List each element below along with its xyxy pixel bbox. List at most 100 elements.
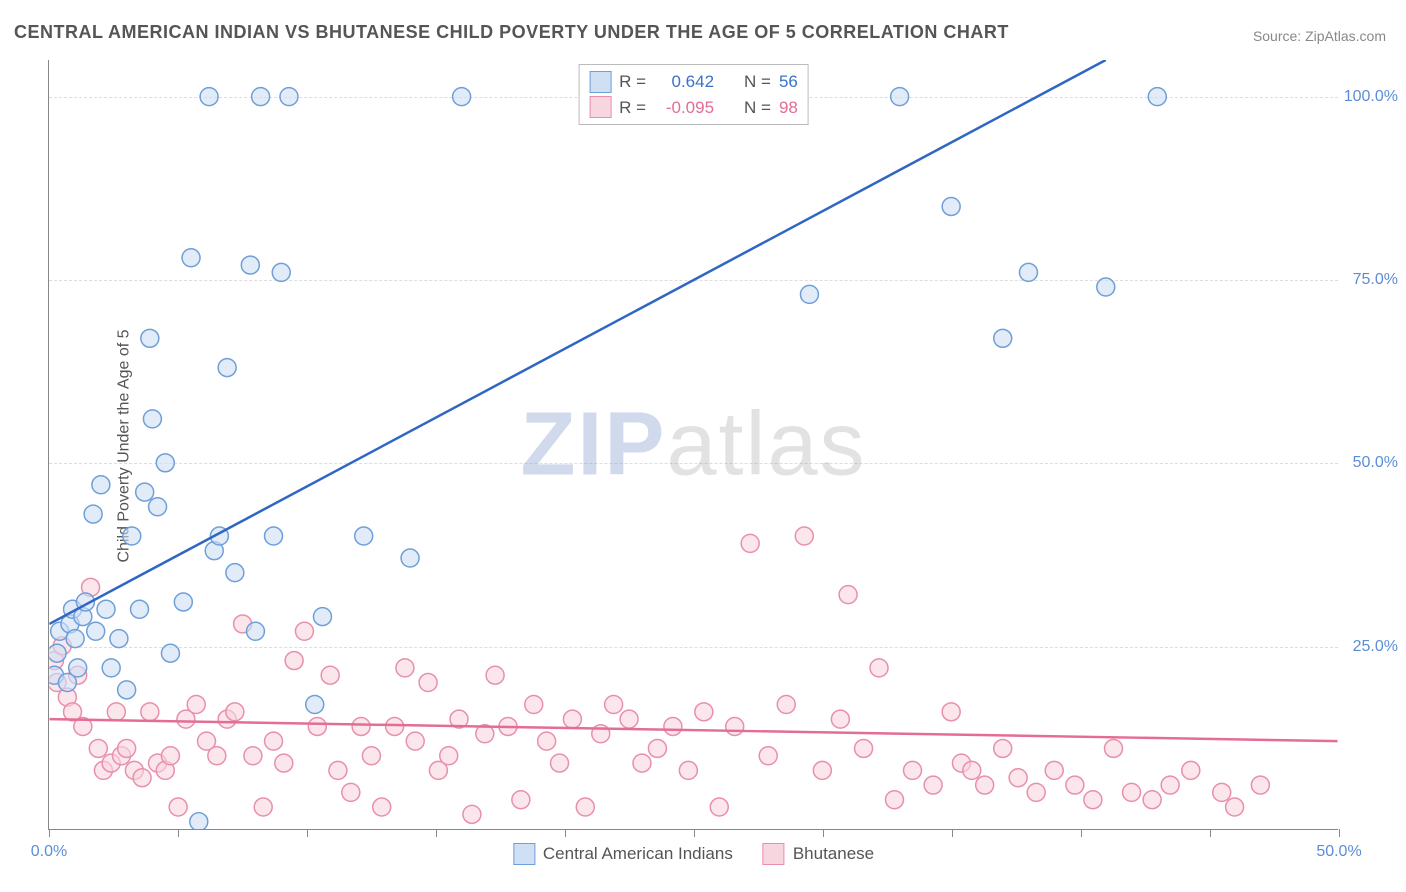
x-tick [178,829,179,837]
data-point [295,622,313,640]
data-point [149,498,167,516]
data-point [306,696,324,714]
data-point [131,600,149,618]
data-point [538,732,556,750]
source-link[interactable]: ZipAtlas.com [1305,28,1386,44]
x-tick-label: 0.0% [31,843,67,861]
x-tick [49,829,50,837]
data-point [342,783,360,801]
data-point [1066,776,1084,794]
data-point [963,761,981,779]
data-point [187,696,205,714]
data-point [813,761,831,779]
data-point [800,285,818,303]
series-legend: Central American Indians Bhutanese [513,843,874,865]
x-tick [436,829,437,837]
data-point [440,747,458,765]
n-label-0: N = [744,69,771,95]
legend-item-1: Bhutanese [763,843,874,865]
data-point [831,710,849,728]
data-point [795,527,813,545]
data-point [321,666,339,684]
source-attribution: Source: ZipAtlas.com [1253,28,1386,44]
data-point [182,249,200,267]
data-point [759,747,777,765]
data-point [97,600,115,618]
data-point [994,739,1012,757]
data-point [942,197,960,215]
x-tick [1210,829,1211,837]
data-point [870,659,888,677]
data-point [525,696,543,714]
data-point [141,703,159,721]
n-label-1: N = [744,95,771,121]
data-point [942,703,960,721]
data-point [118,739,136,757]
data-point [190,813,208,831]
data-point [84,505,102,523]
x-tick-label: 50.0% [1316,843,1361,861]
data-point [329,761,347,779]
data-point [695,703,713,721]
trend-line [49,60,1105,624]
data-point [89,739,107,757]
data-point [123,527,141,545]
n-value-0: 56 [779,69,798,95]
legend-label-0: Central American Indians [543,844,733,864]
data-point [136,483,154,501]
chart-plot-area: ZIPatlas R = 0.642 N = 56 R = -0.095 N =… [48,60,1338,830]
r-value-0: 0.642 [654,69,714,95]
data-point [272,263,290,281]
data-point [48,644,66,662]
legend-swatch-1 [589,96,611,118]
data-point [1182,761,1200,779]
data-point [92,476,110,494]
data-point [141,329,159,347]
data-point [200,88,218,106]
data-point [107,703,125,721]
data-point [1251,776,1269,794]
data-point [308,717,326,735]
data-point [679,761,697,779]
data-point [777,696,795,714]
legend-swatch-0 [589,71,611,93]
data-point [156,454,174,472]
data-point [576,798,594,816]
data-point [1097,278,1115,296]
data-point [265,527,283,545]
legend-bottom-swatch-0 [513,843,535,865]
data-point [1045,761,1063,779]
data-point [246,622,264,640]
data-point [1148,88,1166,106]
data-point [396,659,414,677]
data-point [386,717,404,735]
trend-line [49,719,1337,741]
source-prefix: Source: [1253,28,1305,44]
data-point [1084,791,1102,809]
data-point [313,608,331,626]
data-point [87,622,105,640]
scatter-plot-svg [49,60,1338,829]
data-point [280,88,298,106]
data-point [1161,776,1179,794]
data-point [885,791,903,809]
data-point [218,359,236,377]
data-point [226,564,244,582]
data-point [1019,263,1037,281]
y-tick-label: 100.0% [1344,88,1398,106]
data-point [133,769,151,787]
data-point [620,710,638,728]
data-point [1123,783,1141,801]
legend-label-1: Bhutanese [793,844,874,864]
data-point [839,586,857,604]
data-point [664,717,682,735]
data-point [1009,769,1027,787]
legend-item-0: Central American Indians [513,843,733,865]
x-tick [952,829,953,837]
data-point [741,534,759,552]
data-point [904,761,922,779]
x-tick [823,829,824,837]
x-tick [1339,829,1340,837]
data-point [208,747,226,765]
data-point [605,696,623,714]
